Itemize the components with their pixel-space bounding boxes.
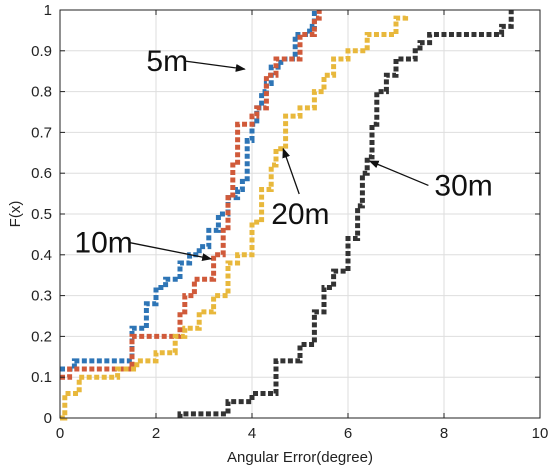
y-tick-label: 0.6 bbox=[31, 165, 52, 182]
x-axis-label: Angular Error(degree) bbox=[227, 449, 373, 466]
y-tick-label: 0.9 bbox=[31, 43, 52, 60]
y-tick-label: 0.2 bbox=[31, 328, 52, 345]
y-tick-label: 0.1 bbox=[31, 369, 52, 386]
y-tick-label: 0.7 bbox=[31, 124, 52, 141]
y-tick-label: 1 bbox=[44, 2, 52, 19]
series-lines bbox=[60, 10, 514, 421]
y-tick-label: 0 bbox=[44, 410, 52, 427]
annotation-arrow-30m bbox=[368, 160, 429, 187]
annotation-arrow-10m bbox=[129, 241, 213, 262]
tick-labels: 0 2 4 6 8 10 0 0.1 0.2 0.3 0.4 0.5 0.6 0.7 0.8 0.9 1 bbox=[31, 2, 548, 442]
y-tick-label: 0.4 bbox=[31, 247, 52, 264]
annotation-label-5m: 5m bbox=[146, 45, 188, 78]
annotation-label-30m: 30m bbox=[434, 169, 492, 202]
y-tick-label: 0.5 bbox=[31, 206, 52, 223]
series-line-5m bbox=[60, 10, 317, 372]
x-tick-label: 6 bbox=[344, 425, 352, 442]
y-axis-label: F(x) bbox=[7, 201, 24, 228]
series-line-10m bbox=[60, 10, 322, 380]
annotation-label-20m: 20m bbox=[271, 198, 329, 231]
series-line-20m bbox=[60, 14, 409, 421]
annotations: 5m 10m 20m 30m bbox=[74, 45, 493, 262]
annotation-arrow-20m bbox=[282, 147, 300, 195]
x-tick-label: 10 bbox=[532, 425, 549, 442]
x-tick-label: 8 bbox=[440, 425, 448, 442]
y-tick-label: 0.3 bbox=[31, 288, 52, 305]
annotation-arrow-5m bbox=[184, 60, 246, 72]
annotation-label-10m: 10m bbox=[74, 227, 132, 260]
y-tick-label: 0.8 bbox=[31, 84, 52, 101]
x-tick-label: 4 bbox=[248, 425, 256, 442]
series-line-30m bbox=[177, 10, 514, 418]
x-tick-label: 2 bbox=[152, 425, 160, 442]
x-tick-label: 0 bbox=[56, 425, 64, 442]
